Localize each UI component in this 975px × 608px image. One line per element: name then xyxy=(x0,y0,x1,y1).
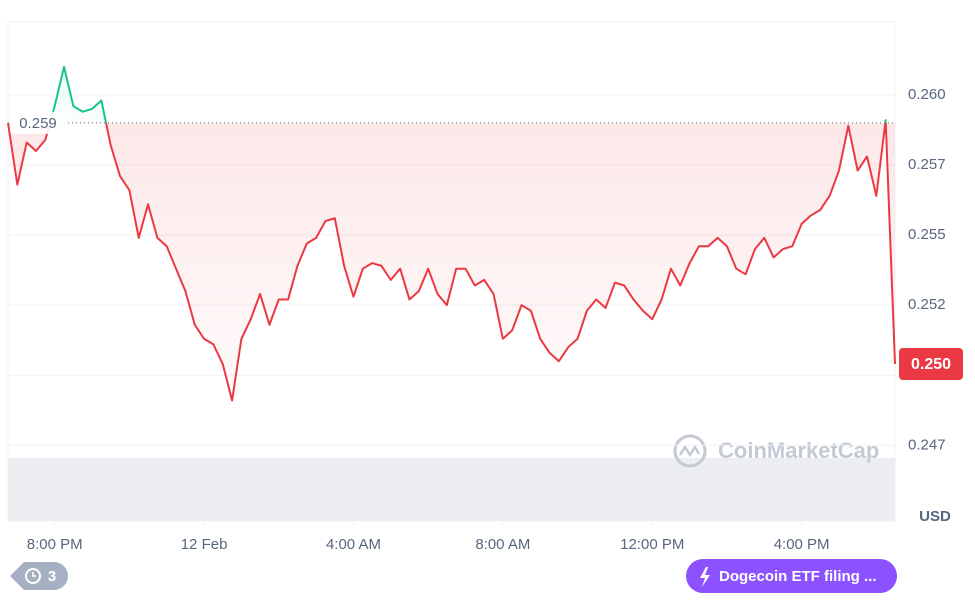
y-tick-label: 0.260 xyxy=(908,86,946,103)
x-tick-label: 12 Feb xyxy=(181,536,228,553)
watermark-logo xyxy=(673,434,707,468)
baseline-label-box xyxy=(10,111,66,134)
x-tick-label: 8:00 AM xyxy=(475,536,530,553)
news-badge[interactable]: Dogecoin ETF filing ... xyxy=(686,559,897,593)
currency-label: USD xyxy=(919,508,951,525)
x-tick-label: 4:00 AM xyxy=(326,536,381,553)
x-tick-label: 8:00 PM xyxy=(27,536,83,553)
y-tick-label: 0.257 xyxy=(908,156,946,173)
events-count: 3 xyxy=(48,568,56,585)
y-tick-label: 0.255 xyxy=(908,226,946,243)
events-pill[interactable]: 3 xyxy=(10,562,68,590)
last-price-box xyxy=(899,348,963,381)
last-price-label: 0.250 xyxy=(911,356,951,373)
news-text: Dogecoin ETF filing ... xyxy=(719,568,877,585)
x-tick-label: 4:00 PM xyxy=(774,536,830,553)
y-tick-label: 0.247 xyxy=(908,436,946,453)
price-line xyxy=(7,65,896,402)
baseline-label: 0.259 xyxy=(19,115,57,132)
x-tick-label: 12:00 PM xyxy=(620,536,684,553)
watermark: CoinMarketCap xyxy=(718,438,879,463)
volume-band xyxy=(8,458,895,521)
area xyxy=(8,66,895,401)
y-tick-label: 0.252 xyxy=(908,296,946,313)
